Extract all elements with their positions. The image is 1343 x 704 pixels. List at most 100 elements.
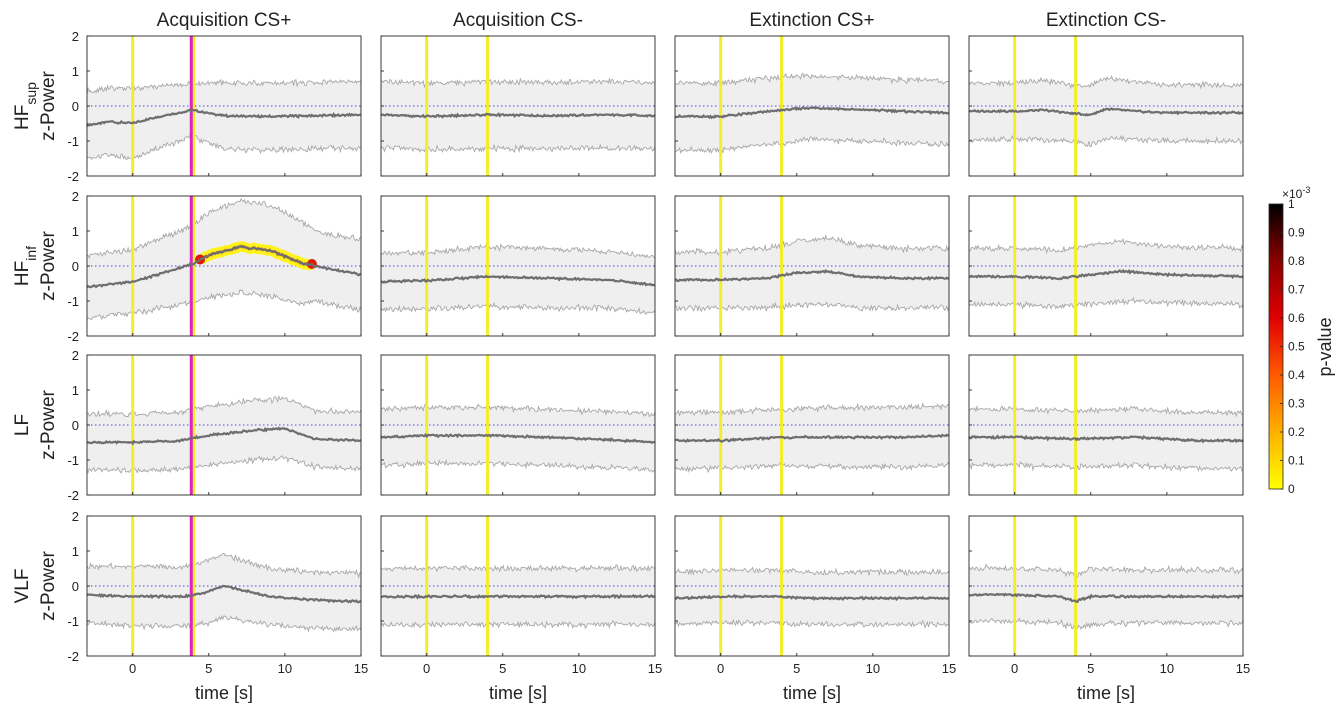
colorbar-tick-label: 0 (1288, 482, 1295, 496)
panel-r0-c3 (968, 35, 1244, 177)
colorbar-tick-label: 0.2 (1288, 425, 1305, 439)
colorbar-tick-label: 0.1 (1288, 454, 1305, 468)
mean-line (86, 245, 361, 289)
panel-r2-c1 (380, 354, 656, 496)
mean-line (674, 433, 950, 444)
colorbar-exponent: ×10-3 (1282, 185, 1310, 201)
y-tick-label: -1 (67, 453, 79, 468)
panel-r2-c3 (968, 354, 1244, 496)
y-tick-label: -1 (67, 134, 79, 149)
x-tick-label: 5 (793, 661, 800, 676)
y-tick-label: 0 (72, 99, 79, 114)
row-label-name: LF (12, 414, 33, 436)
mean-line (380, 593, 656, 600)
x-tick-label: 10 (866, 661, 880, 676)
row-label-main: VLF (12, 569, 33, 604)
panel-r1-c0: -2 -1 0 1 2 (67, 189, 362, 344)
mean-line (86, 584, 362, 604)
x-tick-label: 5 (205, 661, 212, 676)
row-label-subscript: sup (23, 82, 39, 105)
x-tick-label: 10 (1160, 661, 1174, 676)
y-tick-label: 0 (72, 579, 79, 594)
row-label-name: VLF (12, 569, 33, 604)
confidence-band (87, 553, 361, 632)
confidence-band (381, 403, 655, 472)
panel-r0-c0: -2 -1 0 1 2 (67, 29, 362, 184)
confidence-band (675, 235, 949, 312)
colorbar-label: p-value (1315, 317, 1335, 376)
confidence-band (675, 73, 949, 153)
x-tick-label: 10 (572, 661, 586, 676)
y-tick-label: -2 (67, 649, 79, 664)
column-title: Extinction CS- (1046, 10, 1166, 31)
panel-r3-c2: 0 5 10 15 (674, 515, 956, 676)
mean-line (380, 112, 656, 119)
colorbar-tick-label: 0.7 (1288, 283, 1305, 297)
mean-line (968, 107, 1244, 117)
y-tick-label: -1 (67, 294, 79, 309)
y-tick-label: -2 (67, 488, 79, 503)
y-tick-label: 1 (72, 383, 79, 398)
mean-line (380, 274, 656, 287)
x-tick-label: 0 (717, 661, 724, 676)
colorbar-tick-label: 0.9 (1288, 226, 1305, 240)
y-tick-label: 2 (72, 509, 79, 524)
y-tick-label: 1 (72, 544, 79, 559)
y-tick-label: 1 (72, 224, 79, 239)
y-tick-label: 2 (72, 348, 79, 363)
row-label-name: HF (12, 261, 33, 286)
colorbar-tick-label: 0.5 (1288, 340, 1305, 354)
row-label-unit: z-Power (38, 389, 59, 459)
panel-r1-c1 (380, 195, 656, 337)
x-tick-label: 15 (1236, 661, 1250, 676)
colorbar-exponent-power: -3 (1302, 185, 1310, 195)
y-tick-label: 0 (72, 418, 79, 433)
colorbar-tick-label: 0.8 (1288, 254, 1305, 268)
x-axis-label: time [s] (195, 683, 253, 703)
column-title: Extinction CS+ (749, 10, 874, 31)
confidence-band (87, 198, 361, 320)
mean-line (968, 592, 1244, 603)
y-tick-label: 1 (72, 64, 79, 79)
y-tick-label: -2 (67, 329, 79, 344)
mean-line (380, 432, 656, 444)
x-tick-label: 15 (354, 661, 368, 676)
y-tick-label: -2 (67, 169, 79, 184)
row-label-unit: z-Power (38, 550, 59, 620)
y-tick-label: -1 (67, 614, 79, 629)
row-label-unit: z-Power (38, 230, 59, 300)
panel-r3-c1: 0 5 10 15 (380, 515, 662, 676)
colorbar-exponent-base: ×10 (1282, 187, 1303, 201)
colorbar-tick-label: 0.6 (1288, 311, 1305, 325)
x-tick-label: 15 (942, 661, 956, 676)
colorbar: 0 0.1 0.2 0.3 0.4 0.5 0.6 0.7 0.8 0.9 1×10-3 p-valu… (1268, 185, 1335, 496)
row-label-main: HFinf (12, 246, 39, 286)
mean-line (968, 268, 1244, 281)
x-tick-label: 10 (278, 661, 292, 676)
panel-grid: -2 -1 0 1 2 -2 -1 0 1 2 -2 -1 0 1 2 -2 -1 0 1 2 0 5 10 15 0 5 10 15… (12, 10, 1250, 703)
column-title: Acquisition CS+ (157, 10, 292, 31)
row-label-unit: z-Power (38, 70, 59, 140)
panel-r2-c0: -2 -1 0 1 2 (67, 348, 362, 503)
confidence-band (969, 76, 1243, 147)
x-tick-label: 0 (129, 661, 136, 676)
panel-r1-c3 (968, 195, 1244, 337)
row-label-main: LF (12, 414, 33, 436)
mean-line (86, 108, 362, 127)
colorbar-tick-label: 0.3 (1288, 397, 1305, 411)
mean-line (674, 106, 950, 120)
x-tick-label: 5 (1087, 661, 1094, 676)
y-tick-label: 2 (72, 189, 79, 204)
row-label-name: HF (12, 105, 33, 130)
panel-r0-c2 (674, 35, 950, 177)
y-tick-label: 0 (72, 259, 79, 274)
panel-r3-c0: -2 -1 0 1 2 0 5 10 15 (67, 509, 368, 676)
row-label-main: HFsup (12, 82, 39, 130)
x-tick-label: 15 (648, 661, 662, 676)
x-tick-label: 0 (423, 661, 430, 676)
x-tick-label: 5 (499, 661, 506, 676)
row-label-subscript: inf (23, 246, 39, 261)
panel-r1-c2 (674, 195, 950, 337)
column-title: Acquisition CS- (453, 10, 583, 31)
